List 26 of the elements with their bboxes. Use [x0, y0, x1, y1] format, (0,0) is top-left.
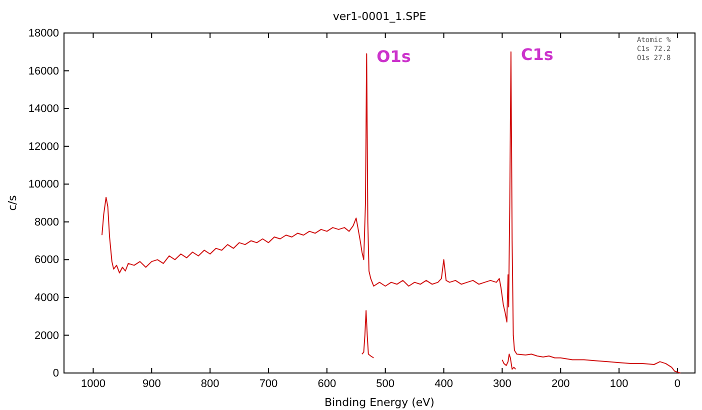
x-tick-label: 400	[434, 378, 453, 390]
x-tick-label: 0	[674, 378, 681, 390]
y-tick-label: 14000	[28, 103, 59, 116]
x-tick-label: 1000	[80, 378, 106, 390]
y-tick-label: 18000	[28, 28, 59, 40]
x-tick-label: 100	[610, 378, 628, 390]
y-tick-label: 0	[52, 368, 59, 380]
y-tick-label: 4000	[34, 292, 59, 304]
x-tick-label: 300	[493, 378, 512, 390]
x-tick-label: 600	[318, 378, 336, 390]
y-axis-title: c/s	[6, 194, 19, 211]
x-tick-label: 200	[551, 378, 570, 390]
y-tick-label: 16000	[28, 65, 59, 78]
x-tick-label: 500	[376, 378, 395, 390]
y-tick-label: 6000	[34, 254, 59, 266]
x-tick-label: 900	[142, 378, 161, 390]
x-tick-label: 700	[259, 378, 278, 390]
annotation: O1s	[376, 46, 411, 66]
y-tick-label: 2000	[34, 330, 59, 342]
annotation: C1s	[520, 44, 554, 64]
x-tick-label: 800	[200, 378, 220, 390]
y-tick-label: 12000	[28, 140, 59, 153]
y-tick-label: 10000	[28, 178, 59, 191]
x-axis-title: Binding Energy (eV)	[324, 396, 434, 409]
chart-title: ver1-0001_1.SPE	[332, 10, 426, 23]
y-tick-label: 8000	[34, 216, 59, 228]
